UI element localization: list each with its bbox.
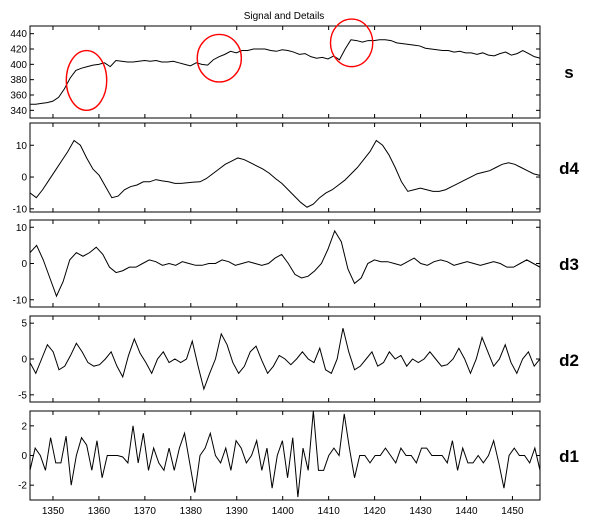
y-tick-label-d1-2: 2 <box>21 421 27 432</box>
x-tick-label-1430: 1430 <box>409 506 432 517</box>
y-tick-label-d2-5: 5 <box>21 319 27 330</box>
y-tick-label-s-340: 340 <box>10 106 27 117</box>
series-line-d3 <box>30 229 540 298</box>
x-tick-label-1400: 1400 <box>272 506 295 517</box>
x-axis: 1350 1360 1370 1380 1390 1400 1410 1420 1430 1440… <box>42 506 524 517</box>
axes-box-s <box>29 25 541 119</box>
x-tick-label-1380: 1380 <box>180 506 203 517</box>
panel-label-s: s <box>564 63 573 82</box>
y-tick-label-d3--10: -10 <box>13 295 28 306</box>
axes-box-d4 <box>29 122 541 213</box>
axes-box-d3 <box>29 219 541 308</box>
panel-label-d2: d2 <box>559 351 579 370</box>
series-line-s <box>30 39 540 105</box>
panel-d4: -10 0 10 d4 <box>13 122 579 215</box>
y-tick-label-d3-10: 10 <box>16 223 28 234</box>
x-tick-label-1410: 1410 <box>318 506 341 517</box>
y-tick-label-d3-0: 0 <box>21 259 27 270</box>
y-tick-label-s-380: 380 <box>10 75 27 86</box>
panel-d2: -5 0 5 d2 <box>18 315 579 403</box>
chart-title: Signal and Details <box>244 11 325 22</box>
panel-label-d3: d3 <box>559 255 579 274</box>
y-tick-label-s-360: 360 <box>10 91 27 102</box>
y-tick-label-d4-10: 10 <box>16 141 28 152</box>
highlight-circle-3 <box>329 18 374 68</box>
x-tick-label-1420: 1420 <box>363 506 386 517</box>
y-tick-label-d4--10: -10 <box>13 204 28 215</box>
x-tick-label-1440: 1440 <box>455 506 478 517</box>
panels-group: 340 360 380 400 420 440 s -10 0 10 d4 -10 0 10 d3 -5 0 5 d… <box>10 18 579 501</box>
y-tick-label-s-440: 440 <box>10 29 27 40</box>
y-tick-label-d4-0: 0 <box>21 173 27 184</box>
y-tick-label-d1-0: 0 <box>21 451 27 462</box>
x-tick-label-1450: 1450 <box>501 506 524 517</box>
x-tick-label-1370: 1370 <box>134 506 157 517</box>
series-line-d2 <box>30 328 540 391</box>
highlight-circle-1 <box>65 49 108 112</box>
x-tick-label-1350: 1350 <box>42 506 65 517</box>
panel-d3: -10 0 10 d3 <box>13 219 579 308</box>
y-tick-label-d2--5: -5 <box>18 390 27 401</box>
panel-d1: -2 0 2 d1 <box>18 410 579 501</box>
x-tick-label-1360: 1360 <box>88 506 111 517</box>
y-tick-label-d2-0: 0 <box>21 355 27 366</box>
panel-label-d1: d1 <box>559 447 579 466</box>
y-tick-label-s-420: 420 <box>10 45 27 56</box>
series-line-d1 <box>30 411 540 498</box>
panel-label-d4: d4 <box>559 159 579 178</box>
panel-s: 340 360 380 400 420 440 s <box>10 18 574 119</box>
y-tick-label-s-400: 400 <box>10 60 27 71</box>
y-tick-label-d1--2: -2 <box>18 481 27 492</box>
series-line-d4 <box>30 139 540 208</box>
axes-box-d1 <box>29 410 541 501</box>
highlight-circle-2 <box>196 33 243 83</box>
x-tick-label-1390: 1390 <box>226 506 249 517</box>
